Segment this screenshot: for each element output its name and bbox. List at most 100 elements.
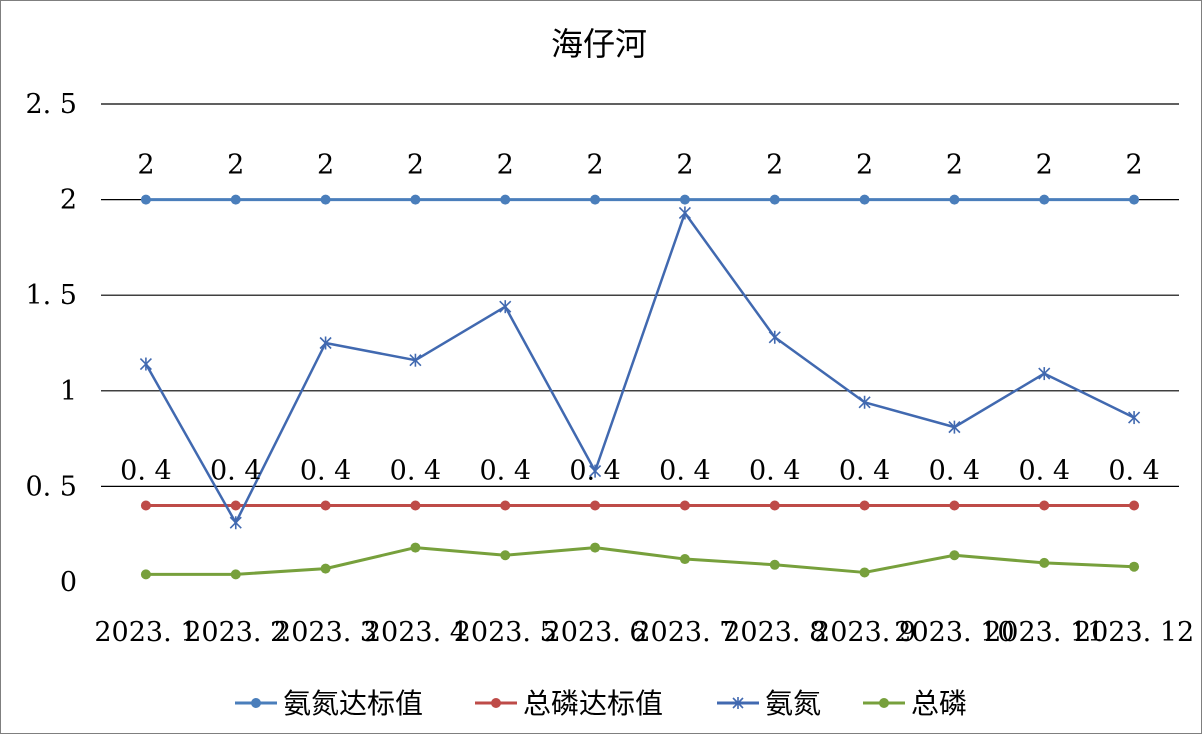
data-point <box>1039 557 1050 568</box>
data-point <box>410 194 421 205</box>
legend-label: 氨氮 <box>765 687 821 720</box>
series-line <box>145 546 1135 576</box>
data-point <box>1129 194 1140 205</box>
data-point <box>948 420 961 434</box>
data-point <box>859 500 870 511</box>
data-label: 0. 4 <box>1108 456 1160 487</box>
data-point <box>1128 411 1141 425</box>
data-point <box>500 194 511 205</box>
series-3 <box>139 206 1141 530</box>
data-label: 2 <box>676 150 693 181</box>
data-label: 2 <box>1036 150 1053 181</box>
series-line <box>144 211 1135 524</box>
data-label: 2 <box>317 150 334 181</box>
data-label: 2 <box>586 150 603 181</box>
data-point <box>320 563 331 574</box>
data-label: 0. 4 <box>390 456 442 487</box>
data-label: 0. 4 <box>1018 456 1070 487</box>
data-point <box>859 567 870 578</box>
data-point <box>140 500 151 511</box>
data-point <box>858 395 871 409</box>
data-label: 0. 4 <box>839 456 891 487</box>
data-point <box>409 353 422 367</box>
data-label: 0. 4 <box>210 456 262 487</box>
legend-item: 总磷达标值 <box>475 687 663 720</box>
data-point <box>769 559 780 570</box>
x-category-label: 2023. 8 <box>723 617 826 648</box>
data-point <box>140 194 151 205</box>
data-point <box>319 336 332 350</box>
data-point <box>1038 367 1051 381</box>
data-label: 0. 4 <box>929 456 981 487</box>
data-point <box>678 206 691 220</box>
data-point <box>859 194 870 205</box>
y-tick-label: 0. 5 <box>25 471 77 502</box>
legend-label: 氨氮达标值 <box>283 687 423 720</box>
data-point <box>1039 194 1050 205</box>
legend-marker <box>491 698 501 708</box>
data-label: 2 <box>497 150 514 181</box>
series-1 <box>140 194 1140 205</box>
data-point <box>1129 500 1140 511</box>
data-point <box>949 550 960 561</box>
data-point <box>1129 561 1140 572</box>
y-axis-tick-labels: 0 0. 5 1 1. 5 2 2. 5 <box>25 89 77 598</box>
x-category-label: 2023. 7 <box>633 617 736 648</box>
data-label: 2 <box>407 150 424 181</box>
series-lines <box>139 194 1141 580</box>
legend-marker <box>732 697 744 709</box>
x-category-label: 2023. 11 <box>984 617 1104 648</box>
data-point <box>589 464 602 478</box>
data-point <box>500 500 511 511</box>
data-label: 0. 4 <box>659 456 711 487</box>
series-2 <box>140 500 1140 511</box>
x-category-label: 2023. 2 <box>184 617 287 648</box>
data-point <box>139 357 152 371</box>
data-label: 2 <box>1125 150 1142 181</box>
data-label: 0. 4 <box>569 456 621 487</box>
data-point <box>229 516 242 530</box>
data-point <box>230 194 241 205</box>
data-label: 2 <box>766 150 783 181</box>
data-label: 0. 4 <box>749 456 801 487</box>
data-label: 0. 4 <box>479 456 531 487</box>
x-category-label: 2023. 4 <box>364 617 467 648</box>
data-point <box>679 194 690 205</box>
legend-item: 氨氮达标值 <box>235 687 423 720</box>
x-category-label: 2023. 1 <box>94 617 197 648</box>
y-tick-label: 2. 5 <box>25 89 77 120</box>
chart-title: 海仔河 <box>551 25 647 63</box>
data-point <box>1039 500 1050 511</box>
data-point <box>320 194 331 205</box>
data-label: 0. 4 <box>300 456 352 487</box>
x-category-label: 2023. 5 <box>454 617 557 648</box>
y-tick-label: 1 <box>60 376 77 407</box>
data-point <box>230 569 241 580</box>
data-point <box>769 500 780 511</box>
y-tick-label: 0 <box>60 567 77 598</box>
legend-item: 氨氮 <box>717 687 821 720</box>
data-point <box>410 500 421 511</box>
data-point <box>590 542 601 553</box>
data-point <box>410 542 421 553</box>
legend: 氨氮达标值 总磷达标值 氨氮 总磷 <box>235 687 967 720</box>
data-point <box>499 300 512 314</box>
x-category-label: 2023. 3 <box>274 617 377 648</box>
data-point <box>230 500 241 511</box>
y-tick-label: 2 <box>60 185 77 216</box>
data-label: 2 <box>946 150 963 181</box>
data-label: 2 <box>856 150 873 181</box>
data-point <box>590 194 601 205</box>
x-category-label: 2023. 6 <box>544 617 647 648</box>
legend-marker <box>251 698 261 708</box>
series-4 <box>140 542 1140 580</box>
data-label: 0. 4 <box>120 456 172 487</box>
data-point <box>949 500 960 511</box>
y-tick-label: 1. 5 <box>25 280 77 311</box>
legend-item: 总磷 <box>863 687 967 720</box>
data-point <box>949 194 960 205</box>
data-labels: 2 2 2 2 2 2 2 2 2 2 2 2 0. 4 0. 4 0. 4 0. 4 0. 4 0. 4 0. 4… <box>120 150 1160 487</box>
